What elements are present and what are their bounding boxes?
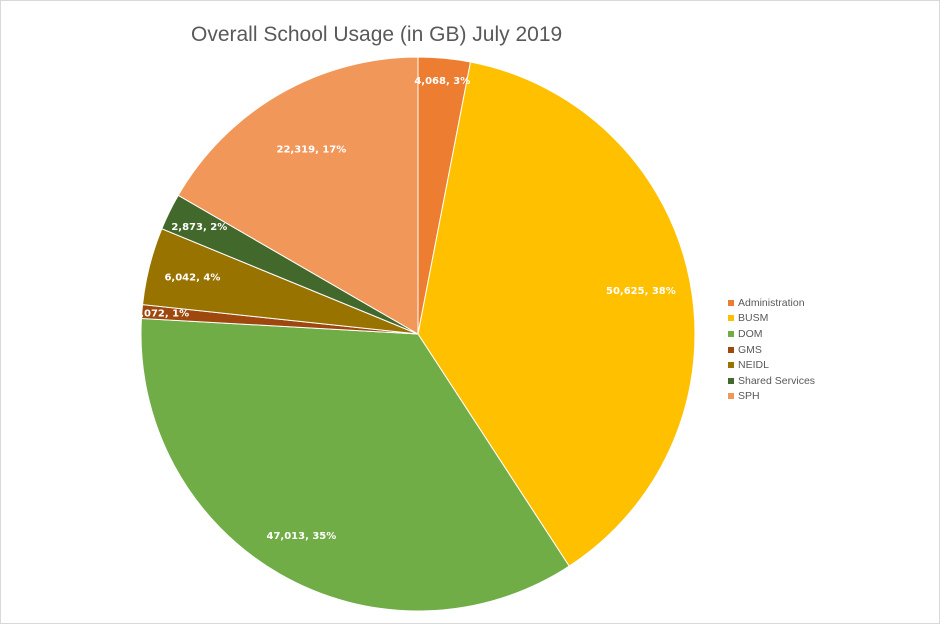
data-label-administration: 4,068, 3% (414, 76, 470, 87)
legend-swatch (728, 393, 734, 400)
legend-label: DOM (738, 327, 763, 340)
legend-item-shared-services: Shared Services (728, 373, 825, 389)
legend-item-busm: BUSM (728, 311, 825, 327)
legend-item-administration: Administration (728, 295, 825, 311)
legend-label: BUSM (738, 312, 769, 325)
legend-item-dom: DOM (728, 326, 825, 342)
data-label-busm: 50,625, 38% (606, 286, 676, 297)
legend-swatch (728, 330, 734, 337)
legend-swatch (728, 362, 734, 369)
pie-slice-dom (140, 317, 570, 612)
data-label-neidl: 6,042, 4% (164, 272, 220, 283)
data-label-gms: 1,072, 1% (133, 309, 189, 320)
legend-item-neidl: NEIDL (728, 357, 825, 373)
legend-label: SPH (738, 390, 760, 403)
legend-item-gms: GMS (728, 342, 825, 358)
pie-slice-sph (177, 56, 419, 335)
legend-swatch (728, 315, 734, 322)
legend-swatch (728, 346, 734, 353)
data-label-sph: 22,319, 17% (276, 145, 346, 156)
legend-swatch (728, 299, 734, 306)
legend-label: NEIDL (738, 359, 769, 372)
legend-label: GMS (738, 343, 762, 356)
chart-title: Overall School Usage (in GB) July 2019 (191, 23, 563, 46)
chart-legend: Administration BUSM DOM GMS NEIDL Shared Serv… (724, 293, 825, 409)
data-label-dom: 47,013, 35% (266, 531, 336, 542)
data-label-shared-services: 2,873, 2% (171, 222, 227, 233)
legend-label: Shared Services (738, 374, 816, 387)
legend-swatch (728, 377, 734, 384)
legend-label: Administration (738, 296, 805, 309)
legend-item-sph: SPH (728, 389, 825, 405)
